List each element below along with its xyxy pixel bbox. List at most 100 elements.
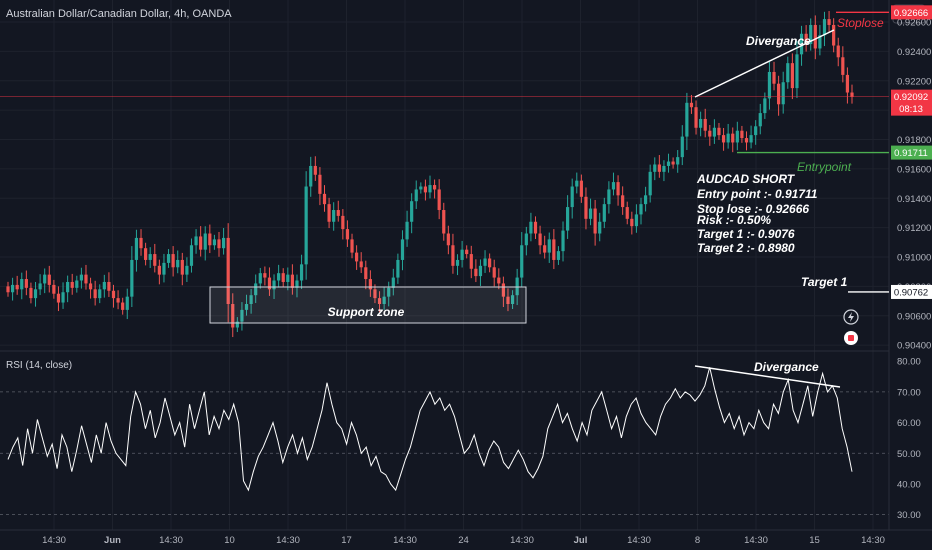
candle-body <box>657 164 661 172</box>
candle-body <box>281 273 285 282</box>
candle-body <box>510 295 515 305</box>
candle-body <box>189 245 194 266</box>
candle <box>79 267 83 289</box>
candle-body <box>116 298 120 303</box>
candle-body <box>111 290 116 299</box>
candle <box>492 259 496 287</box>
rsi-axis-ticks: 80.00 70.00 60.00 50.00 40.00 30.00 <box>897 357 921 521</box>
candle-body <box>428 185 432 193</box>
candle-body <box>488 258 492 268</box>
rsi-title[interactable]: RSI (14, close) <box>6 360 72 371</box>
alert-icon[interactable] <box>843 309 859 325</box>
candle-body <box>827 19 831 25</box>
target1-annotation: Target 1 <box>801 275 848 289</box>
price-tick-label: 0.92200 <box>897 76 931 87</box>
rsi-divergence-line[interactable] <box>694 365 841 388</box>
candle-body <box>767 71 772 99</box>
candle-body <box>685 102 689 137</box>
candle-body <box>410 201 414 222</box>
candle-body <box>423 186 428 193</box>
candle <box>240 302 244 331</box>
candle <box>144 242 148 266</box>
candle <box>359 252 363 274</box>
candle <box>643 186 648 212</box>
candle <box>350 233 354 259</box>
candle-body <box>497 277 501 284</box>
candle <box>607 181 611 214</box>
price-divergence-line[interactable] <box>694 29 835 98</box>
support-zone-box[interactable] <box>209 286 527 324</box>
candlestick-series <box>6 11 854 338</box>
trade-plan-line: Stop lose :- 0.92666 <box>697 202 809 216</box>
candle-body <box>478 265 483 277</box>
candle <box>841 46 845 83</box>
rsi-tick-label: 70.00 <box>897 387 921 398</box>
candle <box>474 259 478 283</box>
candle-body <box>547 239 551 253</box>
candle <box>721 127 726 151</box>
candle-body <box>533 221 538 234</box>
candle <box>552 229 556 270</box>
time-tick-label: 15 <box>809 535 820 546</box>
candle <box>199 226 203 257</box>
candle-body <box>373 289 377 299</box>
candle <box>538 225 542 255</box>
candle-body <box>88 283 93 290</box>
trade-plan-text: AUDCAD SHORT Entry point :- 0.91711 Stop… <box>696 172 818 255</box>
candle-body <box>38 283 42 290</box>
candle <box>166 249 171 268</box>
candle <box>400 230 405 271</box>
candle-body <box>226 237 230 305</box>
candle <box>749 125 753 149</box>
candle-body <box>309 165 313 187</box>
candle-body <box>240 309 244 322</box>
candle <box>322 185 327 212</box>
candle-body <box>79 274 83 281</box>
candle-body <box>263 273 267 278</box>
candle <box>689 94 694 114</box>
candle <box>850 84 854 104</box>
candle <box>277 264 281 288</box>
candle-body <box>790 63 794 89</box>
record-icon[interactable] <box>844 331 858 345</box>
price-tick-label: 0.91200 <box>897 223 931 234</box>
candle-body <box>666 161 671 166</box>
candle-body <box>451 245 455 266</box>
candle <box>70 273 74 295</box>
candle <box>506 288 510 312</box>
candle <box>20 272 24 300</box>
candle <box>185 257 189 282</box>
candle <box>584 187 588 230</box>
candle <box>588 198 593 226</box>
candle-body <box>538 233 542 246</box>
candle <box>180 252 184 286</box>
candle <box>130 246 134 308</box>
candle-body <box>754 126 758 136</box>
time-tick-label: 14:30 <box>861 535 885 546</box>
candle-body <box>52 284 56 294</box>
time-tick-label: 14:30 <box>42 535 66 546</box>
candle-body <box>139 237 143 249</box>
candle <box>47 265 51 293</box>
candle <box>451 233 455 274</box>
candle-body <box>290 274 294 288</box>
candle <box>497 268 501 290</box>
candle <box>488 253 492 273</box>
symbol-title[interactable]: Australian Dollar/Canadian Dollar, 4h, O… <box>6 8 232 20</box>
candle <box>694 100 698 135</box>
candle-body <box>818 35 822 49</box>
candle-body <box>676 157 680 165</box>
current-price-badge: 0.92092 08:13 <box>891 89 932 116</box>
price-tick-label: 0.90400 <box>897 341 931 352</box>
time-tick-label: 14:30 <box>744 535 768 546</box>
candle-body <box>575 180 579 187</box>
candle-body <box>20 279 24 290</box>
candle-body <box>6 286 10 293</box>
candle-body <box>492 267 496 278</box>
candle-body <box>529 221 533 234</box>
candle <box>657 155 661 178</box>
entrypoint-label: Entrypoint <box>797 160 852 174</box>
candle <box>405 210 409 247</box>
candle-body <box>786 63 790 83</box>
candle-body <box>84 274 88 284</box>
